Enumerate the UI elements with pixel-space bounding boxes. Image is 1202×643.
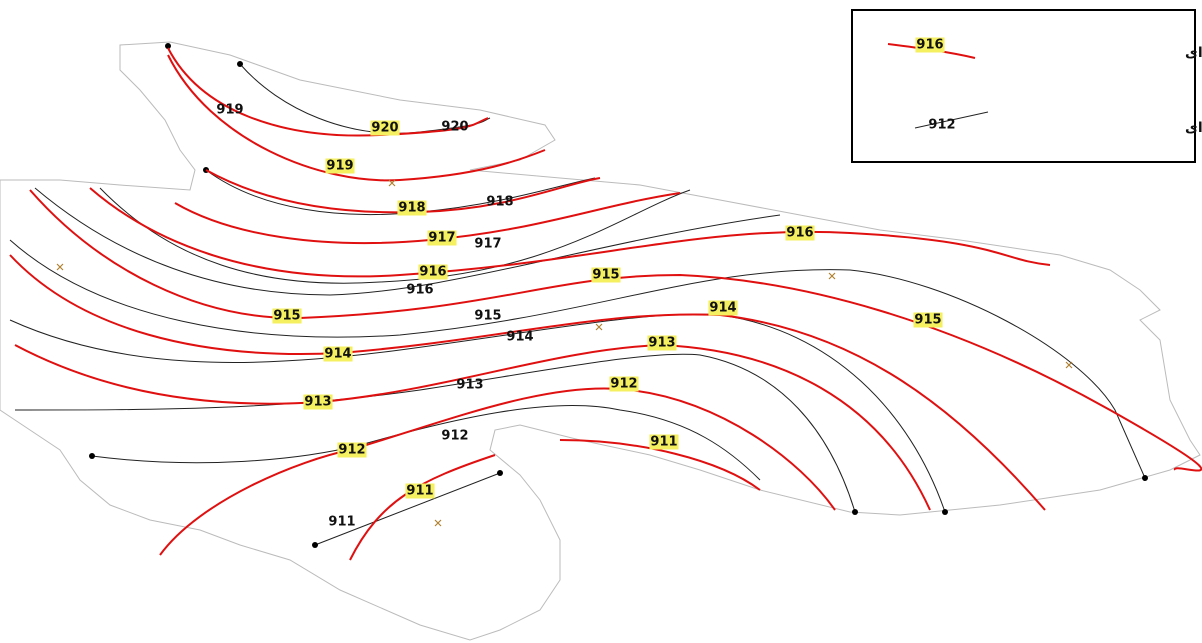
label-highlight <box>323 346 353 362</box>
contour-label: 914 <box>506 330 533 345</box>
contour-label: 912 <box>338 443 365 458</box>
labels: 9209199189179169169159159159149149139139… <box>216 37 1202 530</box>
label-highlight <box>397 200 427 216</box>
contour-label: 915 <box>474 309 501 324</box>
contour-label: 915 <box>914 313 941 328</box>
contour-label: 911 <box>406 484 433 499</box>
contour-label: 911 <box>650 435 677 450</box>
contour-label: 918 <box>398 201 425 216</box>
contour-label: 916 <box>786 226 813 241</box>
contour-label: سطح آب مشاهده ای <box>1185 118 1202 136</box>
legend <box>851 9 1196 163</box>
label-highlight <box>647 335 677 351</box>
boundary <box>0 41 1201 641</box>
label-highlight <box>591 267 621 283</box>
contour-label: 913 <box>648 336 675 351</box>
label-highlight <box>915 37 945 53</box>
label-highlight <box>649 434 679 450</box>
contour-label: 912 <box>610 377 637 392</box>
contour-label: 917 <box>474 237 501 252</box>
label-highlight <box>272 308 302 324</box>
contour-label: 911 <box>328 515 355 530</box>
contour-label: 919 <box>216 103 243 118</box>
contour-label: 914 <box>324 347 351 362</box>
label-highlight <box>418 264 448 280</box>
label-highlight <box>785 225 815 241</box>
contour-label: 914 <box>709 301 736 316</box>
contour-label: 912 <box>928 118 955 133</box>
observed-lines <box>9 43 1148 548</box>
contour-label: 915 <box>592 268 619 283</box>
calculated-lines <box>9 47 1202 561</box>
contour-label: 916 <box>406 283 433 298</box>
contour-label: 919 <box>326 159 353 174</box>
label-highlight <box>303 394 333 410</box>
contour-label: 916 <box>916 38 943 53</box>
label-highlight <box>337 442 367 458</box>
contour-label: 916 <box>419 265 446 280</box>
label-highlight <box>427 230 457 246</box>
contour-label: سطح آب محاسبه ای <box>1185 43 1202 61</box>
contour-label: 918 <box>486 195 513 210</box>
label-highlight <box>405 483 435 499</box>
well-markers <box>56 179 1073 527</box>
contour-label: 915 <box>273 309 300 324</box>
contour-label: 920 <box>441 120 468 135</box>
contour-label: 913 <box>456 378 483 393</box>
contour-label: 913 <box>304 395 331 410</box>
contour-label: 917 <box>428 231 455 246</box>
label-highlight <box>708 300 738 316</box>
label-highlight <box>609 376 639 392</box>
contour-label: 912 <box>441 429 468 444</box>
label-highlight <box>913 312 943 328</box>
label-highlight <box>325 158 355 174</box>
label-highlight <box>370 120 400 136</box>
contour-label: 920 <box>371 121 398 136</box>
